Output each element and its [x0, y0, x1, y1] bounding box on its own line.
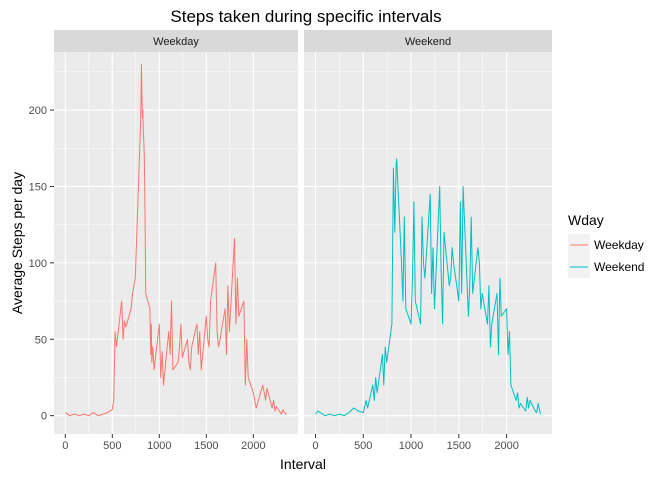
y-tick-label: 50: [35, 334, 47, 346]
strip-weekend: [304, 30, 552, 52]
x-tick-label-weekend: 0: [312, 440, 318, 452]
series-lines: [65, 63, 541, 417]
y-axis-title: Average Steps per day: [9, 172, 25, 314]
chart-title: Steps taken during specific intervals: [170, 7, 441, 26]
legend-label-weekday: Weekday: [594, 238, 644, 252]
x-tick-label-weekday: 500: [103, 440, 121, 452]
x-tick-label-weekend: 500: [354, 440, 372, 452]
y-tick-label: 150: [29, 181, 47, 193]
x-tick-label-weekend: 1000: [399, 440, 423, 452]
grid-lines: [54, 52, 552, 434]
axis-ticks: 0 500 1000 1500 2000 0 500 1000 1500 2000 0 50 100 15…: [29, 105, 519, 452]
y-tick-label: 200: [29, 105, 47, 117]
x-tick-label-weekday: 1000: [147, 440, 171, 452]
panel-weekday: [54, 52, 298, 434]
strip-weekday: [54, 30, 298, 52]
strip-label-weekend: Weekend: [405, 36, 451, 48]
legend: Wday Weekday Weekend: [568, 212, 644, 278]
x-tick-label-weekend: 2000: [494, 440, 518, 452]
legend-title: Wday: [568, 212, 604, 228]
legend-label-weekend: Weekend: [594, 260, 644, 274]
strip-label-weekday: Weekday: [153, 36, 199, 48]
y-tick-label: 100: [29, 258, 47, 270]
series-line-weekend: [315, 158, 541, 417]
x-axis-title: Interval: [280, 456, 326, 472]
y-tick-label: 0: [41, 411, 47, 423]
x-tick-label-weekday: 0: [62, 440, 68, 452]
x-tick-label-weekday: 2000: [241, 440, 265, 452]
panel-weekend: [304, 52, 552, 434]
series-line-weekday: [65, 63, 287, 417]
x-tick-label-weekday: 1500: [194, 440, 218, 452]
x-tick-label-weekend: 1500: [447, 440, 471, 452]
